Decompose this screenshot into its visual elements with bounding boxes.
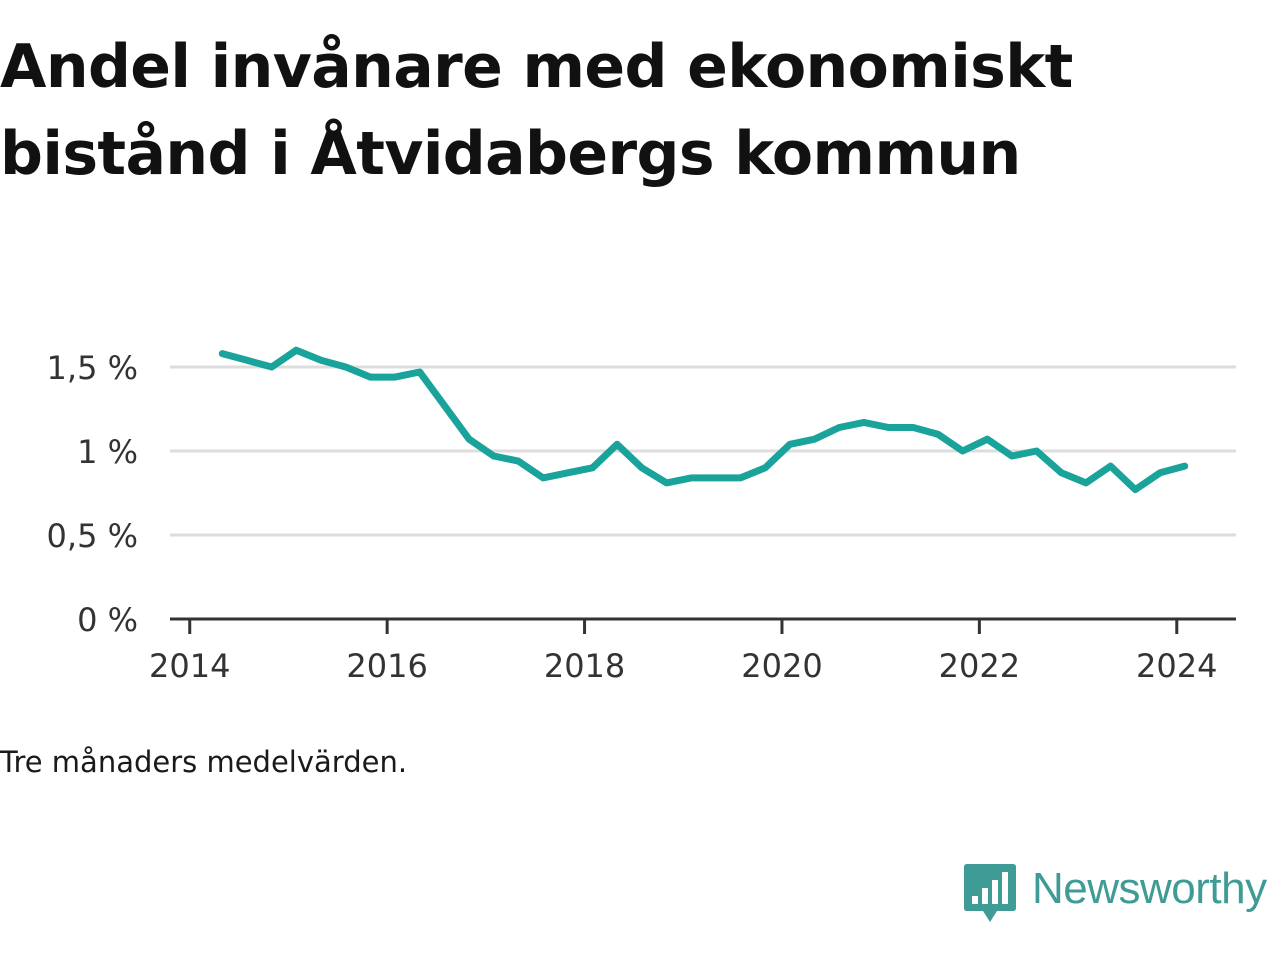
data-point [343, 364, 349, 370]
x-tick-label: 2020 [741, 647, 822, 685]
data-point [1157, 470, 1163, 476]
data-point [244, 357, 250, 363]
data-point [293, 347, 299, 353]
line-chart: 0 % 0,5 % 1 % 1,5 % 2014 2016 2018 2020 2022 2024 [47, 346, 1236, 685]
data-point [1058, 470, 1064, 476]
series-line [218, 346, 1189, 494]
series-layer [218, 346, 1189, 494]
x-tick-label: 2024 [1136, 647, 1217, 685]
data-point [590, 465, 596, 471]
data-point [269, 364, 275, 370]
brand-name: Newsworthy [1032, 864, 1267, 913]
data-point [318, 357, 324, 363]
data-point [688, 475, 694, 481]
y-tick-label: 1,5 % [47, 349, 138, 387]
data-point [910, 425, 916, 431]
x-tick-label: 2014 [149, 647, 230, 685]
data-point [787, 441, 793, 447]
x-tick-label: 2018 [544, 647, 625, 685]
y-tick-label: 1 % [77, 433, 138, 471]
axes: 0 % 0,5 % 1 % 1,5 % 2014 2016 2018 2020 2022 2024 [47, 349, 1236, 685]
data-point [515, 458, 521, 464]
data-point [565, 470, 571, 476]
brand[interactable]: Newsworthy [964, 864, 1267, 928]
data-point [861, 419, 867, 425]
data-point [219, 351, 225, 357]
data-point [614, 441, 620, 447]
x-tick-label: 2022 [939, 647, 1020, 685]
data-point [466, 436, 472, 442]
data-point [935, 431, 941, 437]
data-point [417, 369, 423, 375]
y-tick-label: 0 % [77, 601, 138, 639]
data-point [367, 374, 373, 380]
data-point [664, 480, 670, 486]
bar-chart-speech-bubble-icon [964, 864, 1016, 922]
chart-note: Tre månaders medelvärden. [0, 745, 408, 779]
data-point [1034, 448, 1040, 454]
data-point [441, 403, 447, 409]
data-point [1083, 480, 1089, 486]
data-point [1009, 453, 1015, 459]
data-point [1182, 463, 1188, 469]
y-tick-label: 0,5 % [47, 517, 138, 555]
data-point [639, 465, 645, 471]
data-point [1108, 463, 1114, 469]
data-point [1132, 487, 1138, 493]
data-point [540, 475, 546, 481]
data-point [886, 425, 892, 431]
data-point [392, 374, 398, 380]
x-tick-label: 2016 [346, 647, 427, 685]
data-point [762, 465, 768, 471]
data-point [812, 436, 818, 442]
data-point [960, 448, 966, 454]
data-point [713, 475, 719, 481]
data-point [738, 475, 744, 481]
gridlines [170, 365, 1236, 537]
data-point [491, 453, 497, 459]
page-title: Andel invånare med ekonomiskt bistånd i … [0, 32, 1073, 189]
data-point [984, 436, 990, 442]
data-point [836, 425, 842, 431]
